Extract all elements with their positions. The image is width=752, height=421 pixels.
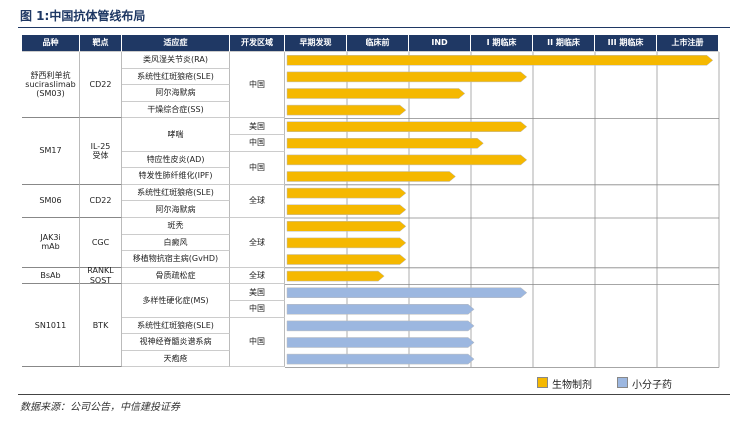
stage-header: III 期临床 — [595, 35, 657, 52]
indication-cell: 系统性红斑狼疮(SLE) — [122, 184, 230, 202]
region-cell: 中国 — [230, 151, 285, 185]
indication-cell: 特发性肺纤维化(IPF) — [122, 168, 230, 185]
drug-cell: BsAb — [22, 267, 80, 285]
header-cell: 开发区域 — [230, 35, 285, 52]
header-cell: 品种 — [22, 35, 80, 52]
legend-label: 生物制剂 — [552, 380, 592, 391]
target-cell: CD22 — [80, 184, 122, 218]
stage-header: 早期发现 — [285, 35, 347, 52]
header-cell: 靶点 — [80, 35, 122, 52]
progress-arrow — [286, 204, 407, 215]
progress-arrow — [286, 270, 385, 282]
region-cell: 美国 — [230, 284, 285, 301]
indication-cell: 骨质疏松症 — [122, 267, 230, 285]
progress-arrow — [286, 138, 484, 149]
stage-header: 上市注册 — [657, 35, 719, 52]
drug-cell: SN1011 — [22, 284, 80, 368]
drug-cell: 舒西利单抗 suciraslimab (SM03) — [22, 52, 80, 119]
indication-cell: 系统性红斑狼疮(SLE) — [122, 317, 230, 335]
target-cell: CD22 — [80, 52, 122, 119]
indication-cell: 系统性红斑狼疮(SLE) — [122, 68, 230, 86]
progress-arrow — [286, 254, 407, 265]
drug-cell: SM17 — [22, 118, 80, 185]
indication-cell: 天疱疮 — [122, 350, 230, 368]
progress-arrow — [286, 320, 475, 332]
title-rule — [18, 27, 730, 28]
progress-arrow — [286, 237, 407, 249]
progress-arrow — [286, 187, 407, 199]
drug-cell: SM06 — [22, 184, 80, 218]
indication-cell: 阿尔海默病 — [122, 85, 230, 102]
indication-cell: 视神经脊髓炎谱系病 — [122, 334, 230, 351]
region-cell: 中国 — [230, 52, 285, 119]
indication-cell: 干燥综合症(SS) — [122, 101, 230, 119]
progress-arrow — [286, 121, 528, 132]
drug-cell: JAK3i mAb — [22, 218, 80, 268]
stage-header: II 期临床 — [533, 35, 595, 52]
region-cell: 中国 — [230, 317, 285, 368]
progress-arrow — [286, 71, 528, 83]
region-cell: 中国 — [230, 135, 285, 152]
progress-arrow — [286, 104, 407, 116]
progress-arrow — [286, 304, 475, 315]
header-cell: 适应症 — [122, 35, 230, 52]
stage-header: I 期临床 — [471, 35, 533, 52]
stage-header: IND — [409, 35, 471, 52]
indication-cell: 哮喘 — [122, 118, 230, 152]
progress-arrow — [286, 337, 475, 348]
indication-cell: 类风湿关节炎(RA) — [122, 52, 230, 69]
stage-header: 临床前 — [347, 35, 409, 52]
progress-arrow — [286, 55, 714, 66]
region-cell: 全球 — [230, 184, 285, 218]
title: 图 1:中国抗体管线布局 — [20, 9, 146, 23]
indication-cell: 斑秃 — [122, 218, 230, 235]
target-cell: IL-25 受体 — [80, 118, 122, 185]
legend-label: 小分子药 — [632, 380, 672, 391]
indication-cell: 阿尔海默病 — [122, 201, 230, 218]
progress-arrow — [286, 154, 528, 166]
source: 数据来源：公司公告，中信建投证券 — [20, 402, 180, 413]
progress-arrow — [286, 88, 466, 99]
bottom-rule — [18, 394, 730, 395]
progress-arrow — [286, 171, 456, 182]
region-cell: 全球 — [230, 267, 285, 285]
region-cell: 中国 — [230, 301, 285, 318]
indication-cell: 多样性硬化症(MS) — [122, 284, 230, 318]
target-cell: CGC — [80, 218, 122, 268]
region-cell: 全球 — [230, 218, 285, 268]
indication-cell: 白癜风 — [122, 234, 230, 252]
region-cell: 美国 — [230, 118, 285, 135]
legend-swatch — [617, 377, 628, 388]
progress-arrow — [286, 221, 407, 232]
progress-arrow — [286, 353, 475, 365]
target-cell: BTK — [80, 284, 122, 368]
indication-cell: 特应性皮炎(AD) — [122, 151, 230, 169]
legend-swatch — [537, 377, 548, 388]
indication-cell: 移植物抗宿主病(GvHD) — [122, 251, 230, 268]
progress-arrow — [286, 287, 528, 298]
target-cell: RANKL SOST — [80, 266, 122, 285]
